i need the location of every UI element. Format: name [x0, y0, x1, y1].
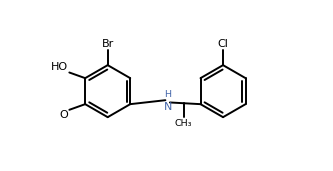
Text: H: H: [164, 90, 171, 99]
Text: HO: HO: [51, 62, 68, 72]
Text: Br: Br: [102, 39, 114, 49]
Text: CH₃: CH₃: [174, 119, 192, 128]
Text: Cl: Cl: [217, 39, 228, 49]
Text: O: O: [60, 110, 68, 121]
Text: N: N: [164, 102, 172, 113]
